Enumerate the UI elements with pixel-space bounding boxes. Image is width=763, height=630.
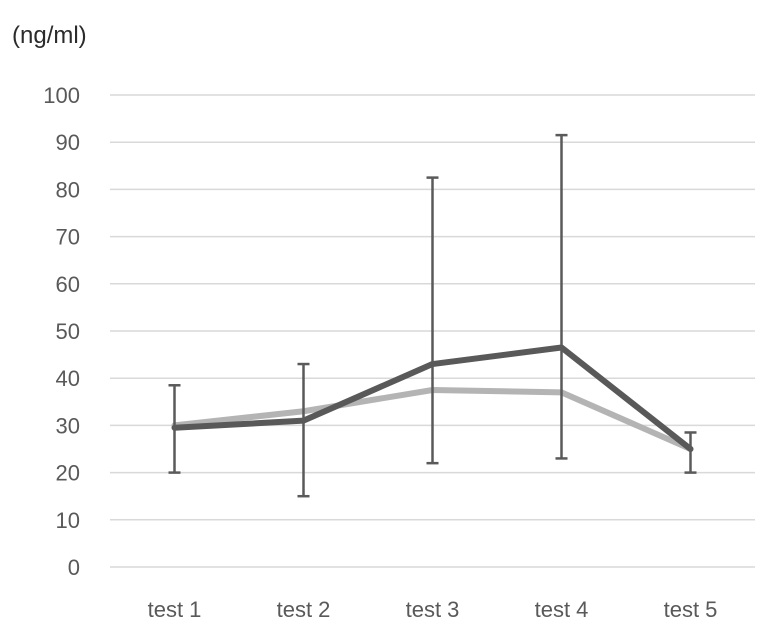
y-tick-label: 70 <box>56 225 80 250</box>
x-tick-label: test 2 <box>277 597 331 622</box>
x-axis-tick-labels: test 1 test 2 test 3 test 4 test 5 <box>148 597 718 622</box>
x-tick-label: test 5 <box>664 597 718 622</box>
y-tick-label: 40 <box>56 366 80 391</box>
y-tick-label: 50 <box>56 319 80 344</box>
y-tick-label: 60 <box>56 272 80 297</box>
y-axis-tick-labels: 0 10 20 30 40 50 60 70 80 90 100 <box>43 83 80 580</box>
error-bars <box>168 133 697 498</box>
gridlines <box>110 94 755 568</box>
y-tick-label: 90 <box>56 130 80 155</box>
y-tick-label: 80 <box>56 177 80 202</box>
y-tick-label: 10 <box>56 508 80 533</box>
y-tick-label: 30 <box>56 413 80 438</box>
x-tick-label: test 4 <box>535 597 589 622</box>
y-tick-label: 100 <box>43 83 80 108</box>
y-tick-label: 20 <box>56 461 80 486</box>
y-axis-unit-label: (ng/ml) <box>12 22 87 49</box>
x-tick-label: test 1 <box>148 597 202 622</box>
y-tick-label: 0 <box>68 555 80 580</box>
x-tick-label: test 3 <box>406 597 460 622</box>
